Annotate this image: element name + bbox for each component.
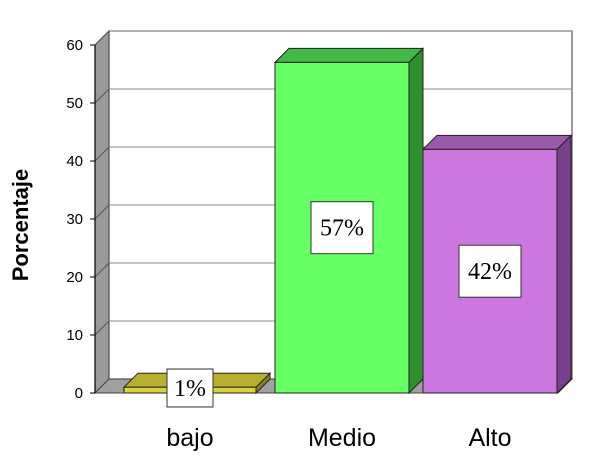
gridline-diagonal — [94, 88, 110, 104]
y-axis-label: Porcentaje — [8, 169, 33, 282]
y-tick-label: 20 — [66, 269, 83, 286]
y-tick-label: 10 — [66, 327, 83, 344]
bar-top-face — [273, 47, 425, 63]
x-tick-label: Alto — [468, 424, 511, 452]
data-label-box — [458, 244, 522, 298]
data-label-box — [310, 201, 374, 255]
y-tick-label: 50 — [66, 95, 83, 112]
data-label-box — [166, 368, 214, 408]
y-tick-label: 60 — [66, 37, 83, 54]
gridline-diagonal — [94, 204, 110, 220]
x-tick-label: Medio — [308, 424, 376, 452]
x-tick-label: bajo — [166, 424, 213, 452]
data-label: 42% — [468, 259, 512, 285]
y-tick-label: 40 — [66, 153, 83, 170]
data-label: 57% — [320, 216, 364, 242]
bar-top-face — [421, 134, 573, 150]
gridline-diagonal — [94, 30, 110, 46]
bar-side-face — [556, 134, 572, 395]
y-tick-label: 0 — [75, 385, 83, 402]
gridline-diagonal — [94, 320, 110, 336]
gridline-diagonal — [94, 262, 110, 278]
gridline-diagonal — [94, 146, 110, 162]
data-label: 1% — [174, 376, 206, 402]
y-tick-label: 30 — [66, 211, 83, 228]
bar-side-face — [408, 47, 424, 395]
